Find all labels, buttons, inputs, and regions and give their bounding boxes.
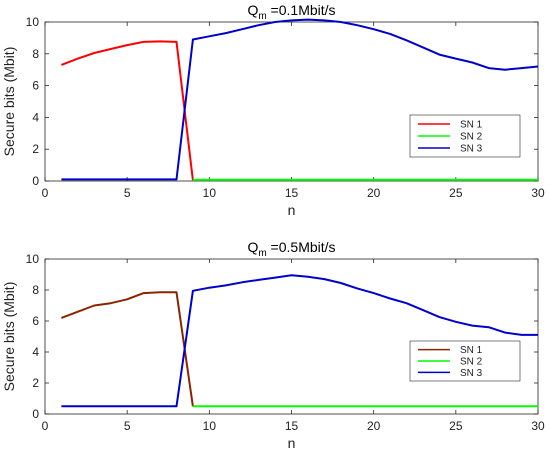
chart-title: Qm =0.5Mbit/s: [247, 239, 335, 259]
x-tick-label: 0: [42, 419, 49, 433]
title-rest: =0.5Mbit/s: [267, 239, 336, 255]
y-tick-label: 2: [32, 376, 39, 390]
series-line-1: [61, 291, 194, 407]
x-tick-label: 5: [124, 419, 131, 433]
legend-label-3: SN 3: [460, 368, 483, 379]
x-tick-label: 20: [367, 186, 381, 200]
y-tick-label: 10: [26, 15, 40, 29]
x-tick-label: 30: [531, 186, 545, 200]
legend-label-3: SN 3: [460, 144, 483, 155]
series-line-1: [61, 40, 194, 181]
y-axis-label: Secure bits (Mbit): [1, 47, 17, 157]
y-tick-label: 10: [26, 252, 40, 266]
x-tick-label: 30: [531, 419, 545, 433]
series-line-3: [61, 274, 538, 408]
x-tick-label: 15: [285, 419, 299, 433]
chart-panel-2: 0 5 10 15 20 25 30 0 2 4 6 8 10 n Secure bits (Mbit) Qm…: [1, 239, 545, 451]
y-tick-label: 2: [32, 142, 39, 156]
chart-panel-1: 0 5 10 15 20 25 30 0 2 4 6 8 10 n Secure bits (Mbit) Qm…: [1, 2, 545, 218]
title-main: Q: [247, 2, 258, 18]
x-tick-label: 25: [449, 419, 463, 433]
y-tick-label: 0: [32, 174, 39, 188]
series-line-3: [61, 18, 539, 181]
y-tick-label: 6: [32, 314, 39, 328]
x-tick-label: 10: [203, 186, 217, 200]
y-tick-label: 8: [32, 47, 39, 61]
x-axis-label: n: [288, 202, 296, 218]
y-axis-label: Secure bits (Mbit): [1, 282, 17, 392]
legend-label-1: SN 1: [460, 345, 483, 356]
chart-title: Qm =0.1Mbit/s: [247, 2, 335, 22]
legend-label-2: SN 2: [460, 132, 483, 143]
x-tick-label: 20: [367, 419, 381, 433]
y-tick-label: 6: [32, 79, 39, 93]
y-tick-label: 4: [32, 345, 39, 359]
legend-label-1: SN 1: [460, 120, 483, 131]
y-tick-label: 8: [32, 283, 39, 297]
x-tick-label: 10: [203, 419, 217, 433]
title-subscript: m: [258, 11, 266, 22]
legend: SN 1SN 2SN 3: [409, 114, 521, 158]
x-axis-label: n: [288, 435, 296, 451]
plot-area: [44, 258, 539, 415]
x-tick-label: 5: [124, 186, 131, 200]
x-tick-label: 15: [285, 186, 299, 200]
legend: SN 1SN 2SN 3: [409, 340, 521, 382]
title-main: Q: [247, 239, 258, 255]
y-tick-label: 4: [32, 110, 39, 124]
y-tick-label: 0: [32, 407, 39, 421]
x-tick-label: 25: [449, 186, 463, 200]
x-tick-label: 0: [42, 186, 49, 200]
title-rest: =0.1Mbit/s: [267, 2, 336, 18]
title-subscript: m: [258, 248, 266, 259]
legend-label-2: SN 2: [460, 357, 483, 368]
